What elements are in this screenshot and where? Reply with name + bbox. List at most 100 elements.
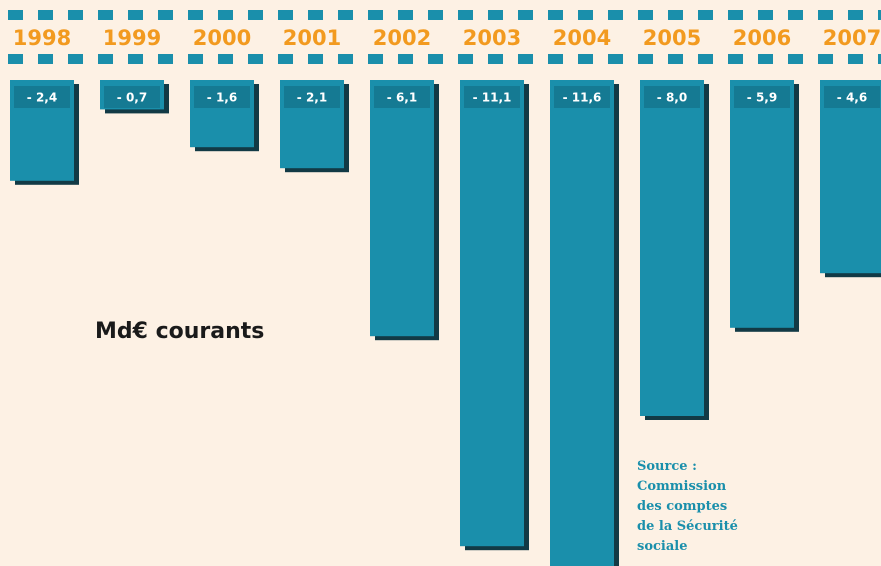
value-label: - 1,6 [207,91,237,105]
x-tick-label: 1999 [103,26,161,50]
dash [218,54,233,64]
dash [278,10,293,20]
dash [158,10,173,20]
dash [428,54,443,64]
value-label: - 8,0 [657,91,687,105]
label-box [644,86,700,108]
dash [368,10,383,20]
bar [820,80,881,274]
x-tick-label: 2000 [193,26,251,50]
dash [638,54,653,64]
dash [518,54,533,64]
dash [488,54,503,64]
label-box [194,86,250,108]
bar [370,80,434,337]
dash [818,54,833,64]
dash [458,54,473,64]
dash [398,54,413,64]
x-tick-label: 2007 [823,26,881,50]
value-label: - 6,1 [387,91,417,105]
dash [458,10,473,20]
dash [38,54,53,64]
dash [608,54,623,64]
dash [68,54,83,64]
label-box [554,86,610,108]
dash [188,10,203,20]
dash [8,10,23,20]
dash-border [8,10,881,64]
dash [668,10,683,20]
value-label: - 0,7 [117,91,147,105]
dash [98,54,113,64]
value-label: - 5,9 [747,91,777,105]
dash [368,54,383,64]
dash [518,10,533,20]
source-line: de la Sécurité [637,519,738,534]
dash [548,54,563,64]
bar [730,80,794,328]
label-box [14,86,70,108]
bar [550,80,614,566]
dash [98,10,113,20]
dash [758,10,773,20]
dash [278,54,293,64]
dash [578,10,593,20]
dash [728,54,743,64]
dash [608,10,623,20]
source-line: Source : [637,459,697,474]
dash [308,10,323,20]
label-box [464,86,520,108]
label-box [104,86,160,108]
dash [668,54,683,64]
value-label: - 2,1 [297,91,327,105]
dash [188,54,203,64]
value-label: - 4,6 [837,91,867,105]
dash [338,54,353,64]
dash [398,10,413,20]
dash [338,10,353,20]
annotation: Md€ courants [95,319,264,344]
dash [68,10,83,20]
dash [638,10,653,20]
dash [728,10,743,20]
dash [128,54,143,64]
dash [878,10,881,20]
dash [38,10,53,20]
label-box [734,86,790,108]
value-label: - 2,4 [27,91,57,105]
label-box [374,86,430,108]
dash [758,54,773,64]
source-line: sociale [637,539,687,554]
dash [548,10,563,20]
dash [308,54,323,64]
x-tick-label: 2006 [733,26,791,50]
source-line: des comptes [637,499,727,514]
x-tick-label: 1998 [13,26,71,50]
dash [158,54,173,64]
bar [460,80,524,547]
dash [218,10,233,20]
dash [488,10,503,20]
dash [8,54,23,64]
dash [878,54,881,64]
label-box [284,86,340,108]
dash [248,10,263,20]
value-label: - 11,1 [473,91,512,105]
dash [848,10,863,20]
dash [788,54,803,64]
dash [698,54,713,64]
x-tick-label: 2005 [643,26,701,50]
value-label: - 11,6 [563,91,602,105]
x-tick-label: 2001 [283,26,341,50]
dash [818,10,833,20]
x-tick-label: 2002 [373,26,431,50]
dash [788,10,803,20]
source-line: Commission [637,479,727,494]
label-box [824,86,880,108]
bar [640,80,704,416]
dash [578,54,593,64]
dash [428,10,443,20]
x-tick-label: 2003 [463,26,521,50]
dash [848,54,863,64]
